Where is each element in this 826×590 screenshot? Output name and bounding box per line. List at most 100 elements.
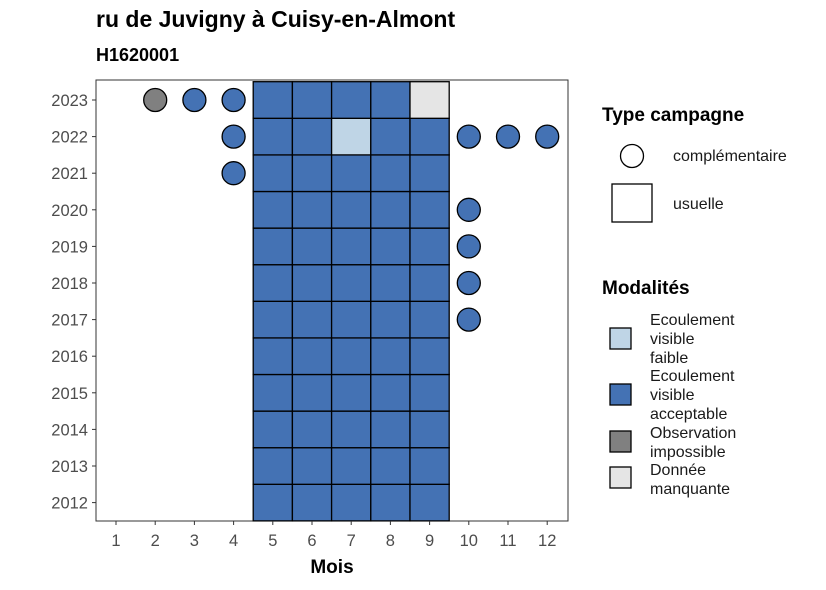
x-tick-label-1: 1 — [111, 532, 120, 550]
x-tick-label-7: 7 — [347, 532, 356, 550]
point-complementaire-2022-10 — [456, 124, 481, 149]
cell-usuelle-2014-8 — [370, 410, 411, 449]
cell-usuelle-2018-5 — [252, 264, 294, 302]
cell-usuelle-2014-6 — [291, 410, 333, 449]
x-tick-label-8: 8 — [386, 532, 395, 550]
cell-usuelle-2020-9 — [409, 190, 450, 229]
point-complementaire-2022-11 — [495, 124, 521, 149]
cell-usuelle-2012-5 — [252, 483, 294, 522]
cell-usuelle-2022-6 — [291, 117, 333, 156]
y-tick-label-2013: 2013 — [51, 458, 88, 476]
cell-usuelle-2015-5 — [252, 373, 294, 412]
x-tick-label-5: 5 — [268, 532, 277, 550]
x-tick-label-10: 10 — [460, 532, 478, 550]
cell-usuelle-2017-7 — [330, 300, 372, 339]
cell-usuelle-2021-7 — [330, 154, 372, 193]
cell-usuelle-2013-5 — [252, 447, 294, 485]
cell-usuelle-2016-7 — [330, 337, 372, 376]
legend-modalites-title: Modalités — [602, 278, 690, 299]
cell-usuelle-2015-9 — [409, 373, 450, 412]
x-tick-label-3: 3 — [190, 532, 199, 550]
y-tick-label-2014: 2014 — [51, 421, 88, 439]
legend-type-title: Type campagne — [602, 105, 745, 126]
cell-usuelle-2017-9 — [409, 300, 450, 339]
legend-modalite-key-0 — [609, 327, 632, 350]
cell-usuelle-2013-7 — [330, 447, 372, 485]
cell-usuelle-2016-5 — [252, 337, 294, 376]
y-tick-label-2020: 2020 — [51, 202, 88, 220]
point-complementaire-2022-12 — [535, 124, 560, 149]
legend-modalite-key-1 — [609, 383, 632, 406]
cell-usuelle-2013-9 — [409, 447, 450, 485]
y-tick-label-2017: 2017 — [51, 312, 88, 330]
cell-usuelle-2014-5 — [252, 410, 294, 449]
cell-usuelle-2022-7 — [330, 117, 372, 156]
legend-modalite-faible-label: Ecoulement visible faible — [650, 312, 735, 367]
cell-usuelle-2023-9 — [409, 81, 450, 119]
cell-usuelle-2012-9 — [409, 483, 450, 522]
cell-usuelle-2023-7 — [330, 81, 372, 119]
cell-usuelle-2023-6 — [291, 81, 333, 119]
legend-usuelle-key — [611, 183, 653, 223]
cell-usuelle-2012-6 — [291, 483, 333, 522]
legend-modalite-impossible-label: Observation impossible — [650, 425, 737, 461]
cell-usuelle-2016-8 — [370, 337, 411, 376]
cell-usuelle-2021-5 — [252, 154, 294, 193]
cells-layer — [252, 81, 450, 522]
y-tick-label-2022: 2022 — [51, 129, 88, 147]
point-complementaire-2021-4 — [221, 161, 246, 186]
chart-title: ru de Juvigny à Cuisy-en-Almont — [96, 6, 456, 32]
legend-modalite-manquante-label: Donnée manquante — [650, 462, 731, 498]
point-complementaire-2023-3 — [182, 87, 207, 113]
cell-usuelle-2020-8 — [370, 190, 411, 229]
cell-usuelle-2016-6 — [291, 337, 333, 376]
point-complementaire-2023-2 — [143, 87, 168, 113]
legend-usuelle-label: usuelle — [673, 196, 724, 213]
y-tick-label-2012: 2012 — [51, 495, 88, 513]
cell-usuelle-2021-9 — [409, 154, 450, 193]
cell-usuelle-2015-6 — [291, 373, 333, 412]
cell-usuelle-2017-5 — [252, 300, 294, 339]
point-complementaire-2017-10 — [456, 307, 481, 332]
cell-usuelle-2019-9 — [409, 227, 450, 266]
cell-usuelle-2020-5 — [252, 190, 294, 229]
cell-usuelle-2023-8 — [370, 81, 411, 119]
cell-usuelle-2018-9 — [409, 264, 450, 302]
point-complementaire-2022-4 — [221, 124, 246, 149]
y-tick-label-2019: 2019 — [51, 238, 88, 256]
cell-usuelle-2015-7 — [330, 373, 372, 412]
cell-usuelle-2022-5 — [252, 117, 294, 156]
legend-layer — [609, 143, 653, 489]
cell-usuelle-2017-6 — [291, 300, 333, 339]
cell-usuelle-2021-6 — [291, 154, 333, 193]
legend-complementaire-key — [619, 143, 645, 169]
chart-subtitle: H1620001 — [96, 45, 180, 65]
cell-usuelle-2018-8 — [370, 264, 411, 302]
points-layer — [143, 87, 560, 332]
x-tick-label-11: 11 — [499, 532, 516, 550]
x-tick-label-9: 9 — [425, 532, 434, 550]
legend-modalite-key-2 — [609, 430, 632, 453]
y-tick-label-2018: 2018 — [51, 275, 88, 293]
cell-usuelle-2013-6 — [291, 447, 333, 485]
cell-usuelle-2014-9 — [409, 410, 450, 449]
point-complementaire-2023-4 — [221, 87, 246, 113]
x-tick-label-6: 6 — [307, 532, 316, 550]
cell-usuelle-2023-5 — [252, 81, 294, 119]
cell-usuelle-2019-6 — [291, 227, 333, 266]
y-tick-label-2016: 2016 — [51, 348, 88, 366]
legend-complementaire-label: complémentaire — [673, 148, 787, 165]
y-tick-label-2021: 2021 — [51, 165, 88, 183]
cell-usuelle-2012-7 — [330, 483, 372, 522]
cell-usuelle-2020-6 — [291, 190, 333, 229]
point-complementaire-2020-10 — [456, 197, 481, 222]
y-tick-label-2023: 2023 — [51, 92, 88, 110]
cell-usuelle-2021-8 — [370, 154, 411, 193]
cell-usuelle-2018-6 — [291, 264, 333, 302]
cell-usuelle-2014-7 — [330, 410, 372, 449]
cell-usuelle-2020-7 — [330, 190, 372, 229]
point-complementaire-2019-10 — [456, 234, 481, 259]
x-axis-label: Mois — [310, 557, 353, 578]
cell-usuelle-2019-5 — [252, 227, 294, 266]
x-tick-label-4: 4 — [229, 532, 238, 550]
